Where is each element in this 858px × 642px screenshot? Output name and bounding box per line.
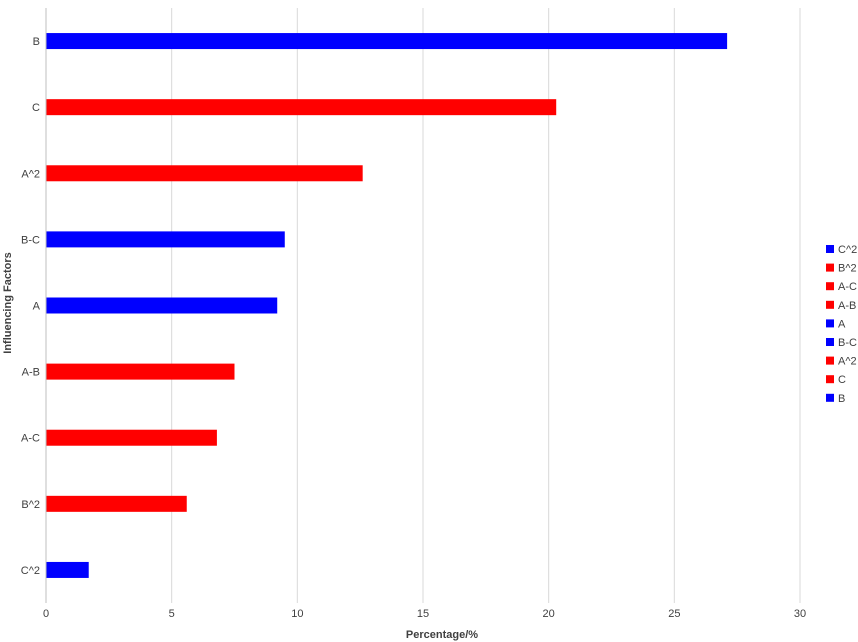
legend-label: B-C	[838, 337, 857, 349]
legend-swatch	[826, 375, 834, 384]
legend-label: A	[838, 318, 846, 330]
legend-swatch	[826, 356, 834, 365]
legend-swatch	[826, 319, 834, 328]
legend-label: A-C	[838, 281, 857, 293]
bar-c-2	[46, 561, 89, 578]
legend-swatch	[826, 263, 834, 272]
y-tick-label: B^2	[21, 499, 40, 511]
y-tick-label: A-B	[22, 367, 40, 379]
bar-a-2	[46, 165, 363, 182]
axis-layer: 0 5 10 15 20 25 30 B C A^2 B-C A A-B A-C B^2 C^2	[21, 8, 806, 620]
legend-label: B	[838, 393, 845, 405]
bar-b-2	[46, 495, 187, 512]
legend-swatch	[826, 245, 834, 253]
legend-label: A-B	[838, 300, 856, 312]
bar-b-c	[46, 231, 285, 248]
legend-label: C^2	[838, 244, 857, 256]
y-tick-label: A-C	[21, 433, 40, 445]
bar-a-b	[46, 363, 235, 380]
legend: C^2 B^2 A-C A-B A B-C A^2 CB	[826, 244, 857, 405]
legend-swatch	[826, 282, 834, 291]
x-tick-label: 10	[291, 608, 303, 620]
bar-c	[46, 99, 557, 116]
legend-swatch	[826, 338, 834, 346]
legend-swatch	[826, 300, 834, 309]
x-tick-label: 20	[543, 608, 555, 620]
bar-b	[46, 33, 728, 50]
y-tick-label: B-C	[21, 234, 40, 246]
x-tick-label: 30	[794, 608, 806, 620]
bar-a	[46, 297, 278, 314]
legend-swatch	[826, 393, 834, 402]
bars-layer	[46, 33, 728, 578]
x-tick-label: 15	[417, 608, 429, 620]
x-tick-label: 5	[169, 608, 175, 620]
y-tick-label: A^2	[21, 168, 40, 180]
y-tick-label: A	[33, 301, 41, 313]
bar-a-c	[46, 429, 217, 446]
y-tick-label: C^2	[21, 565, 40, 577]
legend-label: B^2	[838, 263, 857, 275]
y-tick-label: B	[33, 36, 40, 48]
y-axis-title: Influencing Factors	[2, 252, 14, 353]
x-tick-label: 0	[43, 608, 49, 620]
y-tick-label: C	[32, 102, 40, 114]
x-tick-label: 25	[668, 608, 680, 620]
x-axis-title: Percentage/%	[406, 629, 478, 641]
legend-label: A^2	[838, 356, 857, 368]
legend-label: C	[838, 374, 846, 386]
